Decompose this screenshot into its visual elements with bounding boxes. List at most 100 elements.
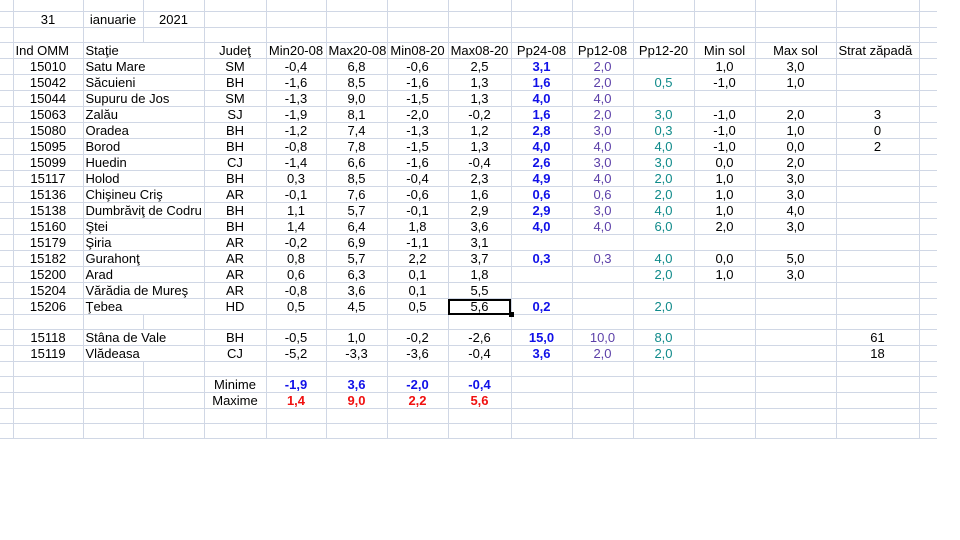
max2008-cell[interactable]: 7,8 [325,138,388,155]
station-cell[interactable]: Oradea [82,122,205,139]
cell[interactable] [918,122,937,139]
maxsol-cell[interactable]: 3,0 [754,218,837,235]
cell[interactable] [510,27,573,43]
date-month-cell[interactable]: ianuarie [82,11,144,28]
maxsol-cell[interactable] [754,90,837,107]
maxsol-cell[interactable]: 2,0 [754,106,837,123]
pp1208-cell[interactable]: 10,0 [571,329,634,346]
cell[interactable] [325,314,388,330]
cell[interactable] [12,27,84,43]
cell[interactable] [0,329,14,346]
cell[interactable] [510,11,573,28]
cell[interactable] [918,90,937,107]
min2008-cell[interactable]: -5,2 [265,345,327,362]
pp1220-cell[interactable]: 3,0 [632,106,695,123]
snow-cell[interactable] [835,154,920,171]
header-pp2408[interactable]: Pp24-08 [510,42,573,59]
header-max2008[interactable]: Max20-08 [325,42,388,59]
cell[interactable] [82,408,144,424]
min2008-cell[interactable]: -1,2 [265,122,327,139]
cell[interactable] [632,423,695,439]
cell[interactable] [754,314,837,330]
cell[interactable] [835,376,920,393]
min0820-cell[interactable]: -3,6 [386,345,449,362]
max0820-cell[interactable]: 5,6 [447,298,514,318]
pp1220-cell[interactable]: 4,0 [632,202,695,219]
cell[interactable] [835,423,920,439]
county-cell[interactable]: AR [203,282,267,299]
cell[interactable] [203,361,267,377]
max2008-cell[interactable]: 6,8 [325,58,388,75]
county-cell[interactable]: BH [203,138,267,155]
snow-cell[interactable] [835,202,920,219]
snow-cell[interactable]: 2 [835,138,920,155]
cell[interactable] [142,314,205,330]
cell[interactable] [632,11,695,28]
cell[interactable] [82,314,144,330]
cell[interactable] [918,250,937,267]
station-cell[interactable]: Huedin [82,154,205,171]
cell[interactable] [325,27,388,43]
cell[interactable] [203,314,267,330]
cell[interactable] [0,138,14,155]
cell[interactable] [918,106,937,123]
min2008-cell[interactable]: -0,1 [265,186,327,203]
min2008-cell[interactable]: -0,2 [265,234,327,251]
min2008-cell[interactable]: -1,3 [265,90,327,107]
station-cell[interactable]: Satu Mare [82,58,205,75]
max0820-cell[interactable]: 2,3 [447,170,512,187]
pp2408-cell[interactable]: 3,6 [510,345,573,362]
cell[interactable] [835,314,920,330]
header-maxsol[interactable]: Max sol [754,42,837,59]
cell[interactable] [82,27,144,43]
cell[interactable] [632,314,695,330]
pp2408-cell[interactable]: 2,9 [510,202,573,219]
cell[interactable] [0,423,14,439]
cell[interactable] [510,0,573,12]
header-pp1208[interactable]: Pp12-08 [571,42,634,59]
cell[interactable] [0,376,14,393]
summary-max-min0820[interactable]: 2,2 [386,392,449,409]
cell[interactable] [510,423,573,439]
id-cell[interactable]: 15080 [12,122,84,139]
cell[interactable] [203,408,267,424]
cell[interactable] [203,11,267,28]
max0820-cell[interactable]: -0,4 [447,345,512,362]
minsol-cell[interactable]: 0,0 [693,250,756,267]
pp1208-cell[interactable]: 2,0 [571,58,634,75]
snow-cell[interactable] [835,282,920,299]
max2008-cell[interactable]: 8,1 [325,106,388,123]
min0820-cell[interactable]: -2,0 [386,106,449,123]
minsol-cell[interactable]: 1,0 [693,170,756,187]
cell[interactable] [386,361,449,377]
min0820-cell[interactable]: -0,6 [386,58,449,75]
minsol-cell[interactable]: -1,0 [693,106,756,123]
maxsol-cell[interactable]: 5,0 [754,250,837,267]
cell[interactable] [0,74,14,91]
cell[interactable] [693,392,756,409]
pp1208-cell[interactable]: 3,0 [571,202,634,219]
pp1220-cell[interactable] [632,90,695,107]
cell[interactable] [693,408,756,424]
pp1208-cell[interactable]: 3,0 [571,122,634,139]
id-cell[interactable]: 15206 [12,298,84,315]
cell[interactable] [0,361,14,377]
cell[interactable] [0,186,14,203]
cell[interactable] [0,345,14,362]
cell[interactable] [571,314,634,330]
pp2408-cell[interactable]: 0,2 [510,298,573,315]
min0820-cell[interactable]: -1,5 [386,138,449,155]
min0820-cell[interactable]: 0,1 [386,266,449,283]
cell[interactable] [754,376,837,393]
pp1220-cell[interactable]: 2,0 [632,170,695,187]
cell[interactable] [386,11,449,28]
pp2408-cell[interactable]: 2,8 [510,122,573,139]
pp2408-cell[interactable]: 1,6 [510,74,573,91]
county-cell[interactable]: BH [203,218,267,235]
min0820-cell[interactable]: -1,6 [386,154,449,171]
county-cell[interactable]: BH [203,329,267,346]
cell[interactable] [835,11,920,28]
header-min2008[interactable]: Min20-08 [265,42,327,59]
pp1208-cell[interactable]: 4,0 [571,138,634,155]
pp1208-cell[interactable] [571,266,634,283]
